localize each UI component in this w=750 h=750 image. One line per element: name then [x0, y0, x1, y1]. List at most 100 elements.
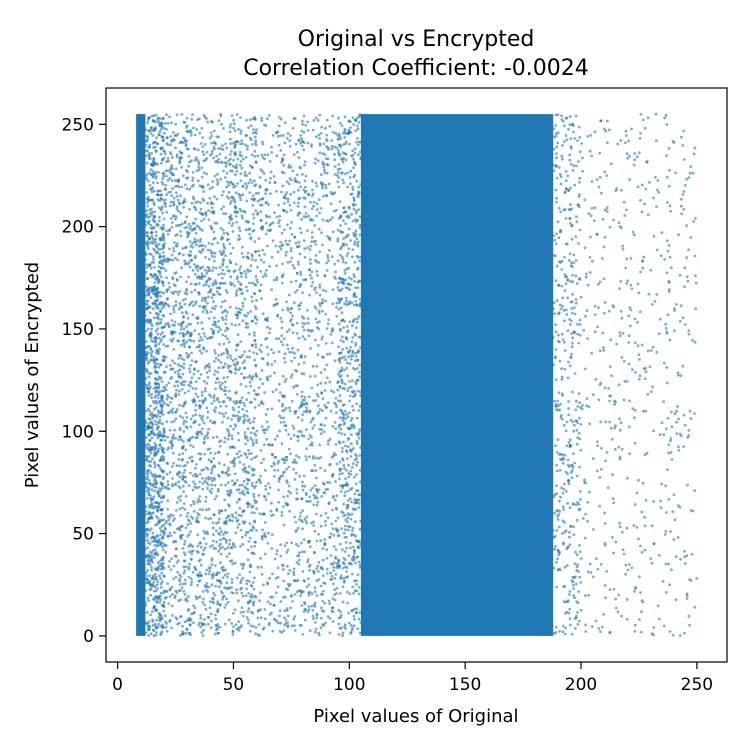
- scatter-point: [238, 460, 242, 464]
- scatter-point: [183, 302, 187, 306]
- scatter-point: [205, 381, 209, 385]
- scatter-point: [335, 208, 338, 212]
- scatter-point: [247, 448, 251, 452]
- scatter-point: [351, 255, 354, 259]
- scatter-point: [335, 314, 339, 318]
- scatter-point: [242, 509, 246, 513]
- scatter-point: [356, 546, 360, 550]
- scatter-point: [224, 164, 228, 168]
- scatter-point: [346, 457, 349, 460]
- scatter-point: [306, 120, 309, 124]
- scatter-point: [286, 132, 290, 135]
- scatter-point: [354, 341, 358, 345]
- scatter-point: [205, 279, 209, 283]
- scatter-point: [314, 456, 318, 460]
- scatter-point: [298, 285, 302, 289]
- scatter-point: [338, 472, 342, 476]
- scatter-point: [221, 381, 224, 385]
- scatter-point: [144, 421, 148, 425]
- scatter-point: [219, 328, 222, 331]
- scatter-point: [169, 523, 172, 527]
- scatter-point: [334, 573, 338, 576]
- scatter-point: [327, 599, 331, 603]
- scatter-point: [152, 629, 156, 633]
- scatter-point: [302, 188, 306, 192]
- scatter-point: [144, 143, 148, 147]
- scatter-point: [192, 502, 196, 506]
- scatter-point: [331, 327, 334, 331]
- scatter-point: [304, 455, 308, 458]
- scatter-point: [300, 434, 304, 437]
- scatter-point: [182, 589, 186, 593]
- scatter-point: [264, 413, 268, 416]
- scatter-point: [209, 251, 213, 255]
- scatter-point: [161, 535, 165, 539]
- scatter-point: [152, 261, 156, 264]
- scatter-point: [250, 153, 254, 157]
- scatter-point: [269, 602, 272, 606]
- scatter-point: [218, 511, 221, 515]
- scatter-point: [296, 526, 300, 530]
- scatter-point: [235, 306, 238, 310]
- scatter-point: [175, 207, 179, 211]
- scatter-point: [275, 215, 279, 219]
- scatter-point: [329, 554, 333, 557]
- scatter-point: [192, 611, 196, 615]
- scatter-point: [310, 270, 314, 274]
- scatter-point: [272, 351, 275, 355]
- scatter-point: [301, 527, 304, 531]
- scatter-point: [204, 495, 208, 499]
- scatter-point: [311, 469, 315, 473]
- scatter-point: [284, 424, 288, 427]
- scatter-point: [323, 171, 327, 175]
- scatter-point: [341, 158, 344, 162]
- scatter-point: [289, 247, 293, 250]
- scatter-point: [244, 453, 248, 456]
- scatter-point: [213, 349, 217, 352]
- scatter-point: [152, 174, 155, 178]
- scatter-point: [216, 600, 220, 604]
- scatter-point: [215, 573, 218, 577]
- scatter-point: [208, 569, 212, 573]
- scatter-point: [255, 438, 258, 442]
- scatter-point: [299, 231, 303, 235]
- scatter-point: [156, 534, 160, 538]
- scatter-point: [210, 210, 213, 214]
- scatter-point: [245, 355, 249, 359]
- scatter-point: [332, 209, 336, 213]
- scatter-point: [354, 118, 358, 122]
- scatter-point: [150, 261, 154, 264]
- scatter-point: [159, 617, 163, 620]
- scatter-point: [190, 131, 193, 135]
- scatter-point: [250, 344, 254, 347]
- scatter-point: [331, 527, 335, 531]
- scatter-point: [154, 362, 157, 366]
- scatter-point: [275, 154, 279, 158]
- scatter-point: [149, 496, 153, 500]
- scatter-point: [159, 567, 163, 571]
- scatter-point: [340, 297, 344, 301]
- scatter-point: [328, 536, 332, 539]
- scatter-point: [337, 185, 341, 189]
- scatter-point: [157, 520, 160, 524]
- scatter-point: [295, 461, 298, 465]
- scatter-point: [162, 138, 165, 142]
- scatter-point: [217, 532, 220, 535]
- scatter-point: [297, 562, 301, 566]
- scatter-point: [241, 255, 245, 259]
- scatter-point: [343, 433, 347, 436]
- scatter-point: [305, 428, 308, 432]
- scatter-point: [351, 545, 355, 549]
- scatter-point: [308, 248, 312, 252]
- scatter-point: [157, 393, 161, 397]
- scatter-point: [221, 276, 224, 280]
- scatter-point: [184, 411, 188, 415]
- scatter-point: [199, 207, 203, 211]
- scatter-point: [253, 576, 256, 580]
- scatter-point: [221, 412, 224, 416]
- scatter-point: [175, 113, 179, 117]
- scatter-point: [271, 134, 275, 137]
- scatter-point: [296, 554, 299, 558]
- scatter-point: [261, 228, 264, 231]
- scatter-point: [172, 347, 176, 351]
